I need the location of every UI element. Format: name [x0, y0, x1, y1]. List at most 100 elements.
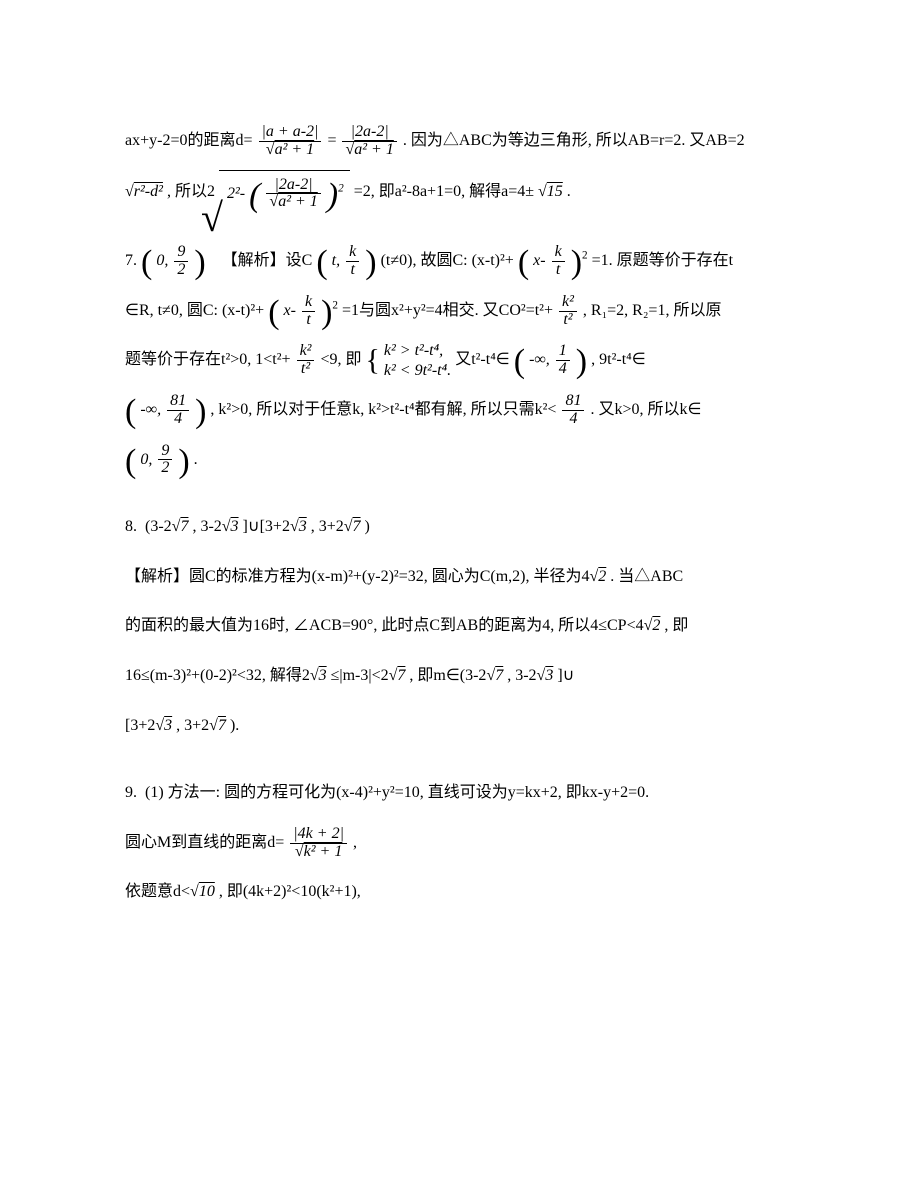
text: x-: [284, 302, 296, 319]
denominator: 4: [167, 411, 189, 428]
text: 的面积的最大值为16时, ∠ACB=90°, 此时点C到AB的距离为4, 所以4…: [125, 617, 644, 634]
text: ≤|m-3|<2: [331, 667, 389, 684]
numerator: 9: [158, 443, 172, 461]
text: x-: [533, 252, 545, 269]
text: 2²-: [227, 185, 245, 202]
radicand: 7: [397, 667, 405, 684]
denominator: t: [302, 312, 315, 329]
text: , R₁=2, R₂=1, 所以原: [583, 302, 722, 319]
numerator: 81: [562, 393, 584, 411]
text: . 因为△ABC为等边三角形, 所以AB=r=2. 又AB=2: [403, 132, 745, 149]
numerator: |2a-2|: [351, 123, 389, 140]
text: 依题意d<: [125, 883, 190, 900]
cases: k² > t²-t⁴, k² < 9t²-t⁴.: [384, 341, 451, 381]
denominator: t²: [559, 312, 577, 329]
numerator: k: [302, 294, 315, 312]
numerator: |2a-2|: [275, 176, 313, 193]
text: , 3-2: [507, 667, 536, 684]
text: ]∪[3+2: [243, 518, 290, 535]
big-root: √ 2²- ( |2a-2| √a² + 1 )2: [219, 170, 350, 215]
denominator: a² + 1: [354, 141, 394, 158]
denominator: 4: [562, 411, 584, 428]
denominator: t²: [297, 361, 315, 378]
fraction: k t: [302, 294, 315, 329]
text: , k²>0, 所以对于任意k, k²>t²-t⁴都有解, 所以只需k²<: [210, 401, 556, 418]
numerator: 1: [556, 343, 570, 361]
text: ∈R, t≠0, 圆C: (x-t)²+: [125, 302, 264, 319]
radicand: 3: [319, 667, 327, 684]
numerator: k²: [297, 343, 315, 361]
document-page: ax+y-2=0的距离d= |a + a-2| √a² + 1 = |2a-2|…: [0, 0, 920, 1191]
text: , 即: [664, 617, 688, 634]
fraction: |2a-2| √a² + 1: [342, 124, 396, 159]
text: =1. 原题等价于存在t: [592, 252, 733, 269]
radicand: 7: [180, 518, 188, 535]
question-number: 9.: [125, 784, 137, 801]
text: ).: [230, 717, 239, 734]
paragraph: 9. (1) 方法一: 圆的方程可化为(x-4)²+y²=10, 直线可设为y=…: [125, 772, 805, 814]
text: , 3+2: [311, 518, 344, 535]
paragraph: 题等价于存在t²>0, 1<t²+ k² t² <9, 即 { k² > t²-…: [125, 339, 805, 381]
text: 0,: [156, 252, 168, 269]
paragraph: ( 0, 9 2 ) .: [125, 439, 805, 481]
radicand: 3: [164, 717, 172, 734]
text: , 3-2: [192, 518, 221, 535]
text: ): [365, 518, 370, 535]
denominator: a² + 1: [275, 141, 315, 158]
text: , 即(4k+2)²<10(k²+1),: [219, 883, 361, 900]
text: 又t²-t⁴∈: [455, 351, 510, 368]
text: =2, 即a²-8a+1=0, 解得a=4±: [354, 183, 534, 200]
radicand: 7: [495, 667, 503, 684]
paragraph: ax+y-2=0的距离d= |a + a-2| √a² + 1 = |2a-2|…: [125, 120, 805, 162]
text: 【解析】圆C的标准方程为(x-m)²+(y-2)²=32, 圆心为C(m,2),…: [125, 568, 590, 585]
question-number: 7.: [125, 252, 137, 269]
case-row: k² > t²-t⁴,: [384, 341, 451, 361]
denominator: t: [346, 262, 359, 279]
denominator: k² + 1: [304, 843, 343, 860]
fraction: 81 4: [562, 393, 584, 428]
text: ,: [353, 834, 357, 851]
paragraph: 圆心M到直线的距离d= |4k + 2| √k² + 1 ,: [125, 822, 805, 864]
numerator: k²: [559, 294, 577, 312]
case-row: k² < 9t²-t⁴.: [384, 361, 451, 381]
text: , 9t²-t⁴∈: [591, 351, 646, 368]
text: 0,: [140, 451, 152, 468]
paragraph: 依题意d<√10 , 即(4k+2)²<10(k²+1),: [125, 871, 805, 913]
fraction: |2a-2| √a² + 1: [266, 177, 320, 212]
text: [3+2: [125, 717, 155, 734]
text: 题等价于存在t²>0, 1<t²+: [125, 351, 291, 368]
text: .: [194, 451, 198, 468]
denominator: a² + 1: [278, 193, 318, 210]
text: .: [567, 183, 571, 200]
text: . 当△ABC: [610, 568, 683, 585]
paragraph: ( -∞, 81 4 ) , k²>0, 所以对于任意k, k²>t²-t⁴都有…: [125, 389, 805, 431]
sqrt-icon: √: [125, 183, 134, 200]
text: -∞,: [529, 351, 550, 368]
numerator: k: [552, 244, 565, 262]
denominator: 4: [556, 361, 570, 378]
text: 圆心M到直线的距离d=: [125, 834, 284, 851]
text: (t≠0), 故圆C: (x-t)²+: [381, 252, 514, 269]
paragraph: 8. (3-2√7 , 3-2√3 ]∪[3+2√3 , 3+2√7 ): [125, 506, 805, 548]
text: (3-2: [145, 518, 172, 535]
fraction: |4k + 2| √k² + 1: [290, 826, 347, 861]
fraction: 81 4: [167, 393, 189, 428]
radicand: 7: [218, 717, 226, 734]
radicand: 2: [598, 568, 606, 585]
paragraph: 16≤(m-3)²+(0-2)²<32, 解得2√3 ≤|m-3|<2√7 , …: [125, 655, 805, 697]
radicand: 2: [652, 617, 660, 634]
text: (1) 方法一: 圆的方程可化为(x-4)²+y²=10, 直线可设为y=kx+…: [145, 784, 649, 801]
paragraph: 的面积的最大值为16时, ∠ACB=90°, 此时点C到AB的距离为4, 所以4…: [125, 605, 805, 647]
sqrt-icon: √: [538, 183, 547, 200]
text: , 即m∈(3-2: [409, 667, 486, 684]
fraction: 9 2: [158, 443, 172, 478]
fraction: k t: [346, 244, 359, 279]
fraction: k t: [552, 244, 565, 279]
paragraph: √r²-d² , 所以2 √ 2²- ( |2a-2| √a² + 1 )2 =…: [125, 170, 805, 215]
text: ]∪: [557, 667, 574, 684]
numerator: |a + a-2|: [262, 123, 319, 140]
radicand: 3: [299, 518, 307, 535]
paragraph: 【解析】圆C的标准方程为(x-m)²+(y-2)²=32, 圆心为C(m,2),…: [125, 556, 805, 598]
radicand: 10: [199, 883, 215, 900]
numerator: |4k + 2|: [293, 825, 344, 842]
